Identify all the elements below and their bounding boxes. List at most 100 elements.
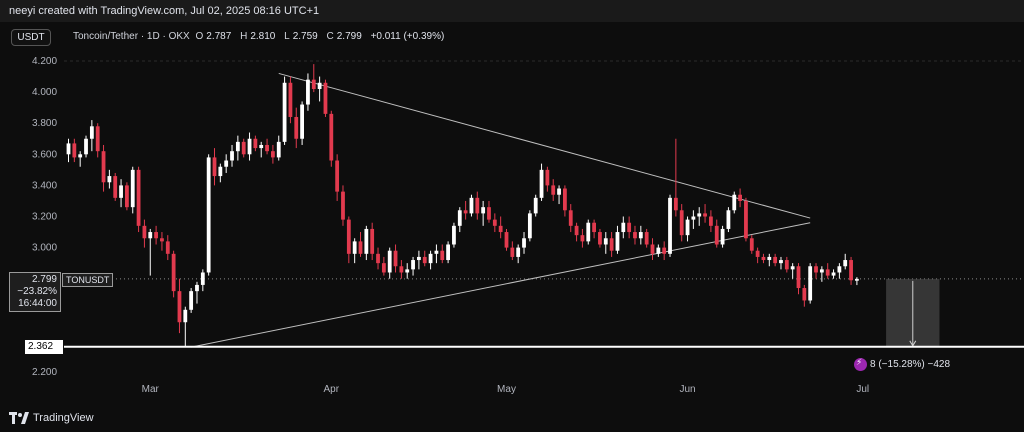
candle-body	[78, 154, 83, 158]
candle-body	[545, 169, 550, 186]
y-tick-label: 4.200	[32, 56, 57, 67]
symbol-title[interactable]: Toncoin/Tether · 1D · OKX	[73, 31, 190, 42]
candle-body	[685, 219, 690, 236]
candle-body	[177, 291, 182, 323]
candle-body	[673, 197, 678, 211]
candle-body	[212, 157, 217, 177]
candle-body	[580, 235, 585, 242]
y-tick-label: 4.000	[32, 87, 57, 98]
candle-body	[329, 113, 334, 161]
ohlc-legend: Toncoin/Tether · 1D · OKX O 2.787 H 2.810 …	[73, 31, 447, 42]
candle-body	[796, 266, 801, 289]
symbol-tag: TONUSDT	[62, 273, 114, 287]
candle-body	[527, 213, 532, 239]
candle-body	[282, 82, 287, 142]
candle-body	[341, 191, 345, 220]
candle-body	[691, 216, 696, 220]
candle-body	[95, 126, 100, 152]
candle-body	[247, 138, 252, 155]
candle-body	[726, 210, 731, 229]
candle-body	[656, 247, 661, 254]
candle-body	[72, 143, 77, 158]
measure-text: 8 (−15.28%) −428	[870, 359, 951, 370]
candle-body	[271, 151, 275, 158]
candle-body	[761, 256, 766, 261]
candle-body	[154, 232, 158, 239]
candle-body	[621, 222, 626, 233]
candle-body	[650, 244, 655, 254]
candle-body	[843, 260, 848, 267]
candle-body	[183, 309, 188, 323]
y-tick-label: 2.200	[32, 367, 57, 378]
candle-body	[738, 194, 742, 201]
candle-body	[627, 222, 632, 233]
candle-body	[294, 116, 299, 139]
candle-body	[288, 82, 293, 117]
currency-button[interactable]: USDT	[11, 29, 51, 46]
open-value: 2.787	[206, 31, 232, 42]
candle-body	[417, 256, 421, 261]
candle-body	[574, 225, 579, 236]
candle-body	[434, 250, 439, 254]
candle-body	[300, 104, 304, 139]
candle-body	[130, 169, 135, 208]
candle-body	[779, 260, 783, 264]
candle-body	[119, 185, 123, 198]
attribution-bar: neeyi created with TradingView.com, Jul …	[0, 0, 1024, 22]
candle-body	[697, 213, 702, 217]
candle-body	[784, 260, 789, 270]
candle-body	[235, 141, 240, 152]
candle-body	[311, 79, 316, 89]
candle-body	[195, 284, 199, 292]
low-label: L 2.759	[284, 31, 318, 42]
high-value: 2.810	[250, 31, 276, 42]
low-value: 2.759	[292, 31, 318, 42]
candle-body	[84, 138, 88, 155]
candle-body	[452, 225, 456, 245]
candle-body	[381, 263, 386, 273]
candle-body	[113, 176, 118, 198]
y-tick-label: 3.200	[32, 212, 57, 223]
last-price-box: 2.799 −23.82% 16:44:00	[9, 272, 61, 312]
candle-body	[749, 238, 754, 251]
candle-body	[475, 197, 480, 214]
candle-body	[615, 232, 620, 251]
candle-body	[306, 79, 310, 105]
candle-body	[568, 210, 573, 226]
horizontal-level-label[interactable]: 2.362	[25, 340, 63, 354]
last-price: 2.799	[31, 274, 57, 285]
candle-body	[107, 176, 112, 183]
candle-body	[200, 272, 205, 285]
candle-body	[189, 291, 194, 310]
candle-body	[586, 222, 591, 242]
candle-body	[814, 266, 818, 273]
upper-trendline	[278, 72, 811, 219]
high-label: H 2.810	[240, 31, 276, 42]
candle-body	[563, 188, 567, 211]
candle-body	[422, 256, 427, 264]
y-tick-label: 3.000	[32, 243, 57, 254]
candle-body	[498, 225, 503, 233]
attribution-text: neeyi created with TradingView.com, Jul …	[9, 5, 320, 17]
candle-body	[668, 197, 672, 254]
candle-body	[206, 157, 211, 273]
candle-body	[492, 219, 497, 226]
candle-body	[679, 210, 684, 236]
close-value: 2.799	[336, 31, 362, 42]
candle-body	[335, 160, 340, 192]
candle-body	[767, 256, 772, 261]
candle-body	[125, 185, 129, 208]
candle-body	[755, 250, 760, 257]
candle-body	[352, 241, 357, 254]
lightning-icon	[854, 357, 867, 371]
candle-body	[522, 238, 526, 248]
close-label: C 2.799	[326, 31, 362, 42]
footer-brand[interactable]: TradingView	[9, 409, 94, 427]
candle-body	[819, 269, 824, 273]
y-tick-label: 3.400	[32, 180, 57, 191]
candle-body	[446, 244, 450, 261]
candle-body	[638, 232, 643, 239]
candle-body	[533, 197, 538, 214]
candle-body	[89, 126, 94, 139]
